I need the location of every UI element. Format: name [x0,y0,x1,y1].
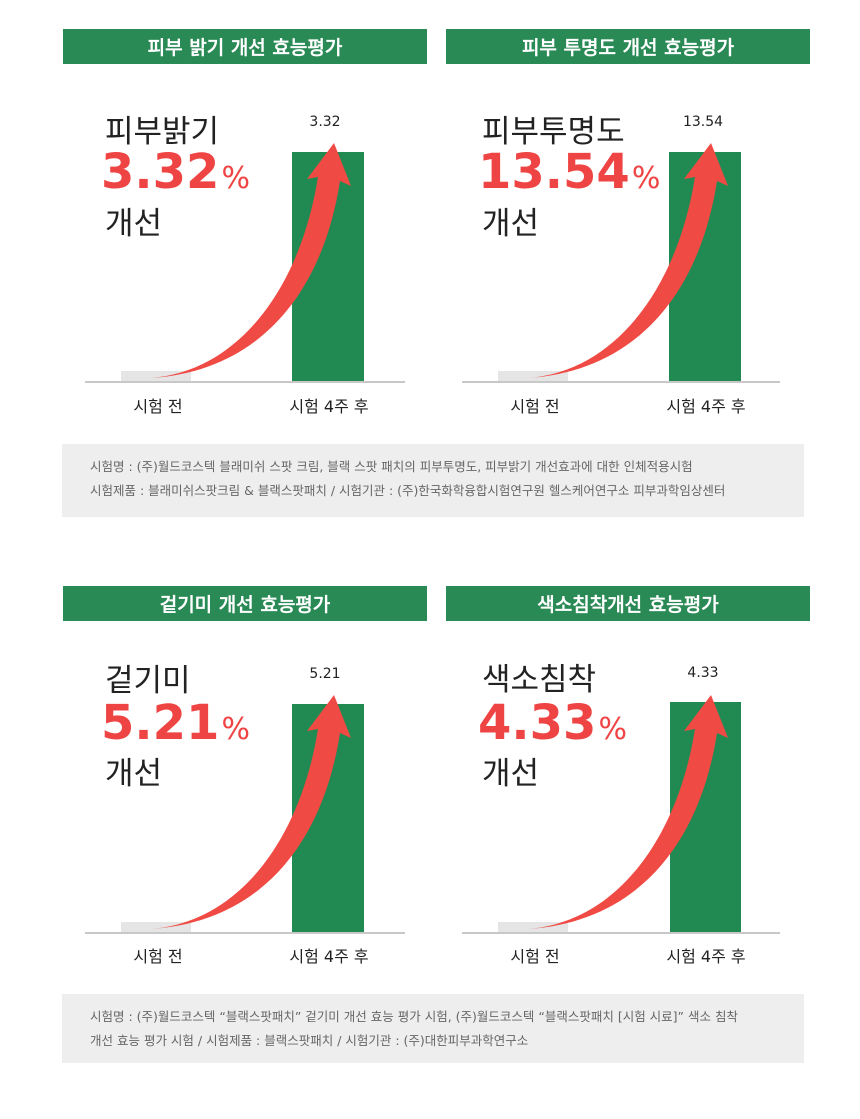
metric-name: 피부투명도 [482,114,625,150]
chart-title: 피부 투명도 개선 효능평가 [446,29,810,64]
metric-value: 5.21% [101,699,250,747]
metric-name: 색소침착 [482,662,597,698]
chart-panel-melasma: 5.21 시험 전 시험 4주 후 겉기미 개선 효능평가 겉기미 5.21% … [63,586,427,986]
bar-before [121,922,191,933]
x-tick-before: 시험 전 [510,947,559,966]
metric-suffix: 개선 [482,756,540,792]
x-tick-before: 시험 전 [133,947,182,966]
x-tick-after: 시험 4주 후 [666,947,745,966]
metric-unit: % [631,161,661,196]
metric-name: 겉기미 [105,663,191,699]
chart-panel-pigmentation: 4.33 시험 전 시험 4주 후 색소침착개선 효능평가 색소침착 4.33%… [446,586,810,986]
note-line: 시험제품 : 블래미쉬스팟크림 & 블랙스팟패치 / 시험기관 : (주)한국화… [90,483,726,498]
metric-suffix: 개선 [105,206,163,242]
bar-value-label: 4.33 [687,665,718,681]
growth-arrow [528,695,728,929]
x-tick-before: 시험 전 [133,397,182,416]
bar-value-label: 5.21 [309,666,340,682]
chart-panel-skin-brightness: 3.32 시험 전 시험 4주 후 피부 밝기 개선 효능평가 피부밝기 3.3… [63,29,427,429]
test-info-note: 시험명 : (주)월드코스텍 블래미쉬 스팟 크림, 블랙 스팟 패치의 피부투… [62,444,804,517]
chart-svg: 13.54 시험 전 시험 4주 후 [462,114,780,416]
metric-number: 3.32 [101,144,220,200]
chart-title: 색소침착개선 효능평가 [446,586,810,621]
bar-value-label: 3.32 [309,114,340,130]
note-line: 시험명 : (주)월드코스텍 블래미쉬 스팟 크림, 블랙 스팟 패치의 피부투… [90,459,693,474]
x-tick-after: 시험 4주 후 [289,397,368,416]
metric-unit: % [598,712,627,747]
chart-svg: 4.33 시험 전 시험 4주 후 [462,665,780,966]
metric-number: 13.54 [478,144,630,200]
metric-unit: % [221,161,250,196]
chart-panel-skin-transparency: 13.54 시험 전 시험 4주 후 피부 투명도 개선 효능평가 피부투명도 … [446,29,810,429]
growth-arrow [151,695,351,929]
note-line: 시험명 : (주)월드코스텍 “블랙스팟패치” 겉기미 개선 효능 평가 시험,… [90,1009,738,1024]
note-line: 개선 효능 평가 시험 / 시험제품 : 블랙스팟패치 / 시험기관 : (주)… [90,1033,529,1048]
metric-value: 13.54% [478,148,660,196]
metric-value: 3.32% [101,148,250,196]
metric-value: 4.33% [478,699,627,747]
chart-title: 피부 밝기 개선 효능평가 [63,29,427,64]
bar-value-label: 13.54 [683,114,723,130]
x-tick-before: 시험 전 [510,397,559,416]
metric-number: 4.33 [478,695,597,751]
x-tick-after: 시험 4주 후 [289,947,368,966]
growth-arrow [528,143,728,378]
metric-name: 피부밝기 [105,114,220,150]
chart-svg: 5.21 시험 전 시험 4주 후 [85,666,405,966]
chart-title: 겉기미 개선 효능평가 [63,586,427,621]
metric-suffix: 개선 [105,756,163,792]
chart-svg: 3.32 시험 전 시험 4주 후 [85,114,405,416]
bar-before [498,922,568,933]
metric-suffix: 개선 [482,206,540,242]
bar-before [121,371,191,382]
test-info-note: 시험명 : (주)월드코스텍 “블랙스팟패치” 겉기미 개선 효능 평가 시험,… [62,994,804,1063]
metric-unit: % [221,712,250,747]
x-tick-after: 시험 4주 후 [666,397,745,416]
bar-before [498,371,568,382]
growth-arrow [151,143,351,378]
metric-number: 5.21 [101,695,220,751]
